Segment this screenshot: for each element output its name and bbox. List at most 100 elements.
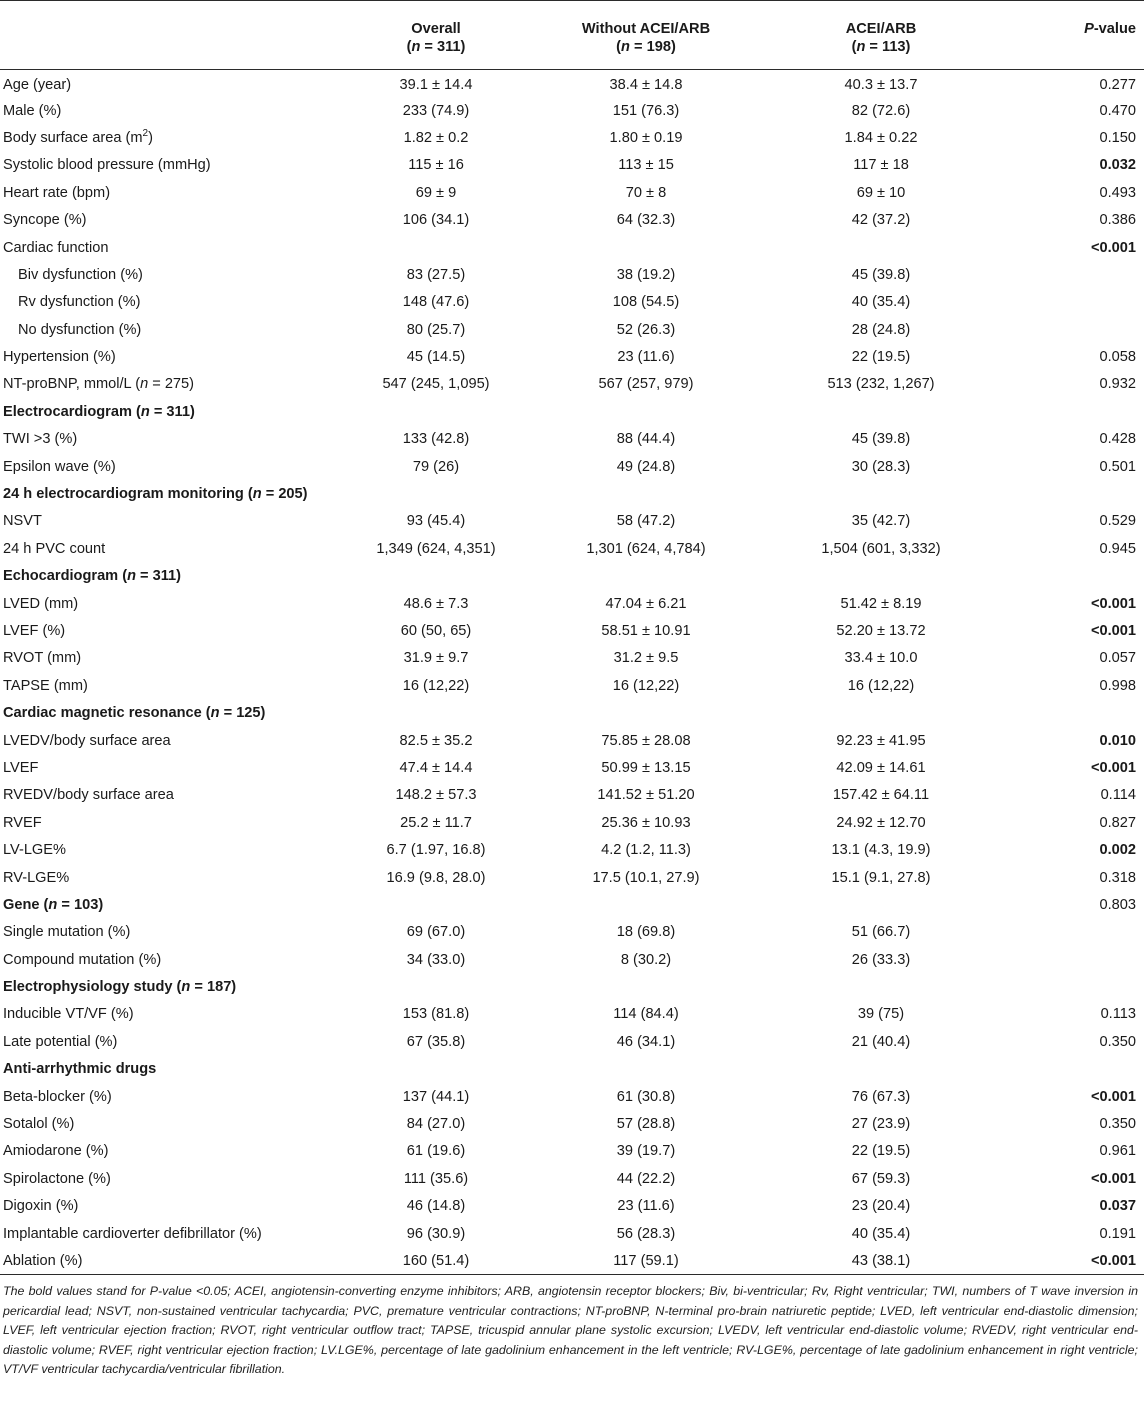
cell-acei: 513 (232, 1,267) [827, 376, 935, 393]
cell-overall: 137 (44.1) [402, 1088, 470, 1105]
table-row: Inducible VT/VF (%) 153 (81.8) 114 (84.4) 3… [0, 1001, 1144, 1028]
cell-overall: 34 (33.0) [406, 951, 466, 968]
row-label: Rv dysfunction (%) [18, 294, 141, 311]
cell-overall [346, 1056, 526, 1083]
cell-acei: 67 (59.3) [851, 1170, 911, 1187]
cell-acei [766, 563, 996, 590]
table-row: Syncope (%) 106 (34.1) 64 (32.3) 42 (37.2) 0… [0, 206, 1144, 233]
cell-acei: 16 (12,22) [847, 677, 915, 694]
cell-p-value: <0.001 [1090, 1252, 1136, 1269]
cell-without: 46 (34.1) [616, 1033, 676, 1050]
row-label: RV-LGE% [3, 869, 70, 886]
cell-acei: 45 (39.8) [851, 431, 911, 448]
row-label: Amiodarone (%) [3, 1143, 109, 1160]
cell-p-value [996, 973, 1144, 1000]
cell-overall: 79 (26) [412, 458, 460, 475]
cell-without: 114 (84.4) [613, 1006, 679, 1023]
row-label: Inducible VT/VF (%) [3, 1006, 134, 1023]
table-row: Heart rate (bpm) 69 ± 9 70 ± 8 69 ± 10 0.493 [0, 179, 1144, 206]
cell-without: 141.52 ± 51.20 [597, 787, 695, 804]
cell-overall: 133 (42.8) [402, 431, 470, 448]
cell-overall: 233 (74.9) [402, 102, 470, 119]
cell-without [526, 398, 766, 425]
cell-acei [766, 480, 996, 507]
cell-overall [346, 234, 526, 261]
cell-p-value: 0.428 [1099, 431, 1136, 448]
cell-p-value: 0.114 [1100, 787, 1136, 804]
header-p-rest: -value [1093, 21, 1136, 37]
row-label: LVEF (%) [3, 623, 66, 639]
table-row: TAPSE (mm) 16 (12,22) 16 (12,22) 16 (12,22)… [0, 672, 1144, 699]
cell-overall [346, 398, 526, 425]
cell-p-value: 0.386 [1099, 212, 1136, 229]
cell-without: 18 (69.8) [616, 924, 676, 941]
cell-overall [346, 480, 526, 507]
cell-overall: 111 (35.6) [403, 1170, 469, 1187]
cell-without: 4.2 (1.2, 11.3) [601, 842, 691, 859]
table-row: Age (year) 39.1 ± 14.4 38.4 ± 14.8 40.3 ± 1… [0, 70, 1144, 97]
cell-overall: 106 (34.1) [402, 212, 470, 229]
cell-p-value: 0.961 [1099, 1143, 1136, 1160]
cell-without: 50.99 ± 13.15 [601, 759, 691, 776]
cell-acei: 69 ± 10 [856, 184, 906, 201]
cell-overall: 153 (81.8) [402, 1006, 470, 1023]
cell-overall: 69 (67.0) [406, 924, 466, 941]
row-label: Digoxin (%) [3, 1198, 79, 1215]
cell-overall: 67 (35.8) [406, 1033, 466, 1050]
table-row: Systolic blood pressure (mmHg) 115 ± 16 11… [0, 152, 1144, 179]
cell-without: 49 (24.8) [616, 458, 676, 475]
cell-acei: 82 (72.6) [851, 102, 911, 119]
cell-overall: 80 (25.7) [406, 321, 466, 338]
cell-overall: 46 (14.8) [406, 1198, 466, 1215]
cell-overall: 31.9 ± 9.7 [403, 650, 469, 667]
row-label: TWI >3 (%) [3, 431, 78, 448]
cell-p-value [996, 316, 1144, 343]
row-label: No dysfunction (%) [18, 321, 142, 338]
row-label: Implantable cardioverter defibrillator (… [3, 1225, 262, 1242]
cell-overall: 45 (14.5) [406, 349, 466, 366]
cell-p-value: 0.058 [1099, 349, 1136, 366]
cell-without: 39 (19.7) [616, 1143, 676, 1160]
cell-without: 47.04 ± 6.21 [605, 595, 687, 612]
cell-without: 38.4 ± 14.8 [609, 77, 683, 94]
section-label: Electrophysiology study (n = 187) [3, 979, 237, 996]
header-blank [0, 1, 346, 38]
table-container: Overall Without ACEI/ARB ACEI/ARB P-valu… [0, 0, 1144, 1377]
cell-acei: 42 (37.2) [851, 212, 911, 229]
header-overall: Overall [411, 21, 461, 37]
cell-overall: 69 ± 9 [415, 184, 457, 201]
row-label: NT-proBNP, mmol/L (n = 275) [3, 376, 195, 393]
cell-p-value [996, 563, 1144, 590]
cell-acei: 40 (35.4) [851, 294, 911, 311]
table-row: Spirolactone (%) 111 (35.6) 44 (22.2) 67 (5… [0, 1165, 1144, 1192]
cell-acei: 51 (66.7) [851, 924, 911, 941]
section-row: Cardiac magnetic resonance (n = 125) [0, 699, 1144, 726]
cell-p-value: 0.529 [1099, 513, 1136, 530]
cell-acei [766, 398, 996, 425]
row-label: Heart rate (bpm) [3, 184, 111, 201]
cell-acei: 40.3 ± 13.7 [844, 77, 918, 94]
cell-p-value [996, 1056, 1144, 1083]
cell-overall: 547 (245, 1,095) [382, 376, 490, 393]
cell-acei: 51.42 ± 8.19 [840, 595, 922, 612]
cell-without: 108 (54.5) [612, 294, 680, 311]
section-label: Echocardiogram (n = 311) [3, 568, 182, 585]
cell-acei: 39 (75) [857, 1006, 905, 1023]
cell-overall [346, 699, 526, 726]
row-label: Syncope (%) [3, 212, 87, 229]
cell-p-value: 0.002 [1099, 842, 1136, 859]
cell-overall: 83 (27.5) [406, 266, 466, 283]
cell-p-value: 0.032 [1099, 157, 1136, 174]
table-row: LVEDV/body surface area 82.5 ± 35.2 75.85 … [0, 727, 1144, 754]
cell-p-value [996, 289, 1144, 316]
cell-p-value: 0.191 [1099, 1225, 1136, 1242]
cell-overall [346, 563, 526, 590]
section-row: Electrocardiogram (n = 311) [0, 398, 1144, 425]
cell-acei: 157.42 ± 64.11 [832, 787, 930, 804]
row-label: Biv dysfunction (%) [18, 266, 143, 283]
table-footnote: The bold values stand for P-value <0.05;… [3, 1284, 1138, 1377]
cell-p-value: <0.001 [1090, 1088, 1136, 1105]
section-row: Gene (n = 103) 0.803 [0, 891, 1144, 918]
table-row: 24 h PVC count 1,349 (624, 4,351) 1,301 (6… [0, 535, 1144, 562]
cell-without: 1,301 (624, 4,784) [586, 540, 706, 557]
